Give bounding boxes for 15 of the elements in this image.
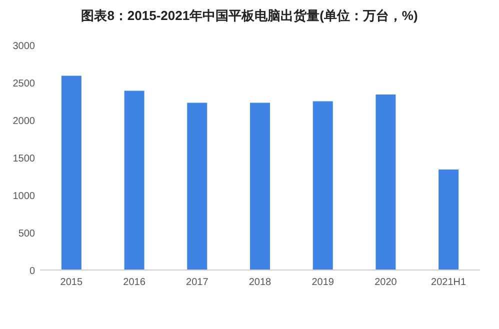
xtick: 2018	[248, 277, 272, 288]
ytick: 500	[18, 228, 35, 240]
xtick: 2017	[186, 277, 208, 288]
xtick: 2016	[123, 277, 146, 288]
ytick: 1000	[12, 191, 35, 202]
ytick: 1500	[12, 154, 35, 164]
xtick: 2020	[374, 277, 397, 288]
ytick: 0	[29, 266, 35, 277]
xtick: 2019	[312, 277, 334, 288]
xtick: 2021H1	[431, 277, 466, 288]
ytick: 2500	[12, 78, 35, 90]
ytick: 2000	[12, 116, 35, 127]
ytick: 3000	[12, 41, 35, 52]
xtick: 2015	[60, 277, 83, 288]
title: 图表8：2015-2021年中国平板电脑出货量(单位：万台，%)	[81, 8, 418, 23]
